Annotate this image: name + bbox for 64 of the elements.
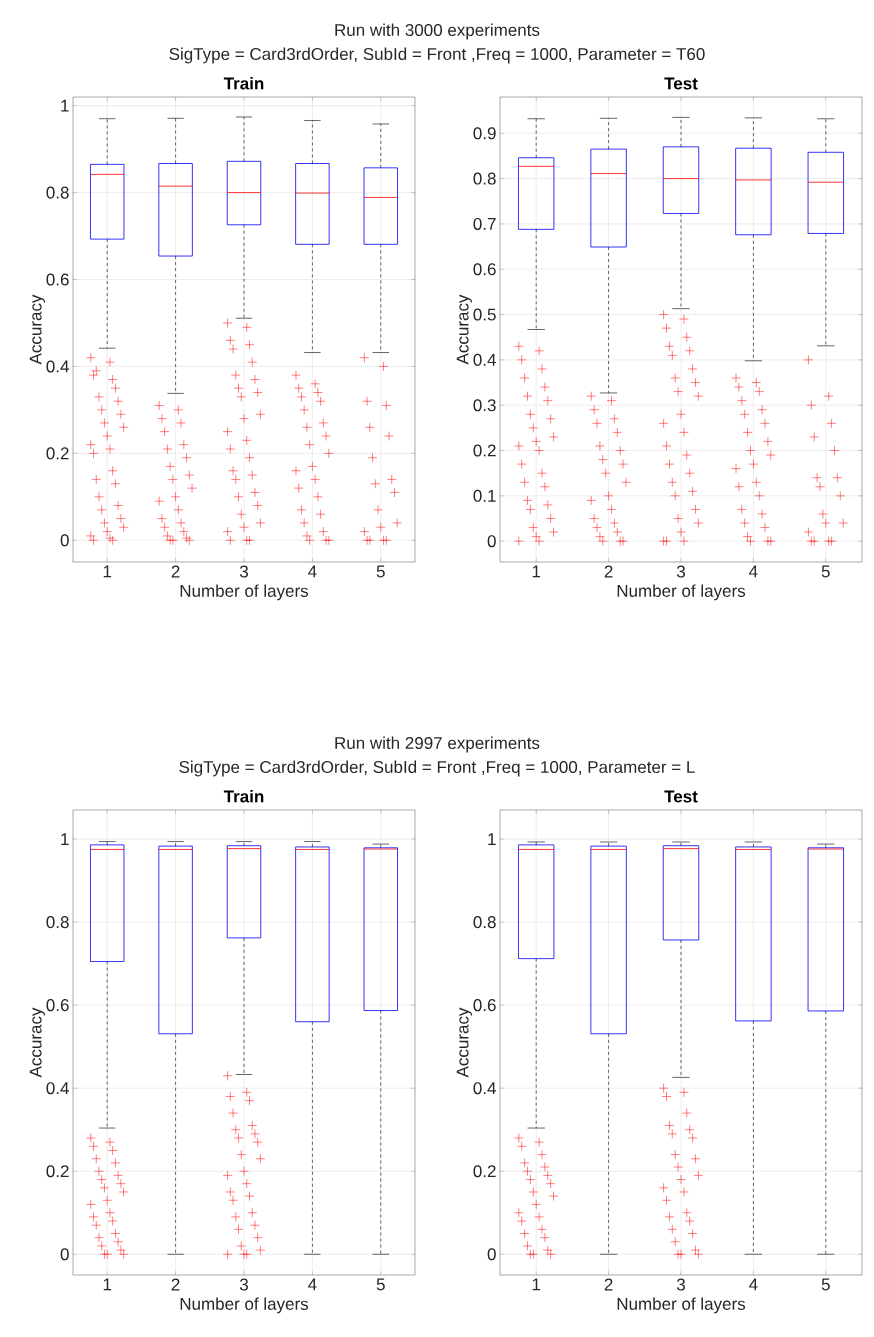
y-axis-title: Accuracy bbox=[456, 294, 472, 365]
y-tick-label: 0 bbox=[487, 535, 496, 548]
y-tick-label: 0.6 bbox=[473, 263, 496, 276]
x-tick-label: 1 bbox=[103, 565, 112, 578]
y-axis-title: Accuracy bbox=[456, 1007, 472, 1078]
x-tick-label: 4 bbox=[308, 565, 317, 578]
x-tick-label: 3 bbox=[239, 1278, 248, 1291]
x-axis-title: Number of layers bbox=[180, 1297, 309, 1314]
y-axis-title: Accuracy bbox=[29, 1007, 45, 1078]
x-axis-title: Number of layers bbox=[617, 1297, 746, 1314]
y-tick-label: 0.8 bbox=[46, 916, 69, 929]
text: Run with 3000 experiments bbox=[335, 23, 540, 40]
x-tick-label: 2 bbox=[604, 565, 613, 578]
y-tick-label: 0.5 bbox=[473, 308, 496, 321]
chart-title: Test bbox=[664, 77, 698, 90]
x-tick-label: 1 bbox=[532, 1278, 541, 1291]
x-tick-label: 2 bbox=[604, 1278, 613, 1291]
x-tick-label: 1 bbox=[532, 565, 541, 578]
y-tick-label: 0.4 bbox=[473, 353, 496, 366]
y-tick-label: 0.2 bbox=[473, 1165, 496, 1178]
y-tick-label: 0.9 bbox=[473, 127, 496, 140]
x-tick-label: 4 bbox=[749, 1278, 758, 1291]
y-tick-label: 0.2 bbox=[46, 447, 69, 460]
y-axis-title: Accuracy bbox=[29, 294, 45, 365]
chart-title: Train bbox=[223, 77, 264, 90]
x-tick-label: 3 bbox=[676, 1278, 685, 1291]
chart-title: Test bbox=[664, 790, 698, 803]
chart-title: Train bbox=[223, 790, 264, 803]
y-tick-label: 0.4 bbox=[46, 360, 69, 373]
x-tick-label: 5 bbox=[376, 565, 385, 578]
y-tick-label: 0 bbox=[487, 1248, 496, 1261]
y-tick-label: 1 bbox=[488, 833, 496, 845]
x-tick-label: 4 bbox=[749, 565, 758, 578]
y-tick-label: 0.4 bbox=[46, 1082, 69, 1095]
x-tick-label: 4 bbox=[308, 1278, 317, 1291]
y-tick-label: 0.8 bbox=[473, 916, 496, 929]
y-tick-label: 1 bbox=[61, 99, 69, 112]
x-tick-label: 1 bbox=[103, 1278, 112, 1291]
y-tick-label: 0.8 bbox=[473, 172, 496, 185]
text: Run with 2997 experiments bbox=[335, 736, 540, 753]
x-tick-label: 5 bbox=[821, 1278, 830, 1291]
y-tick-label: 0.4 bbox=[473, 1082, 496, 1095]
x-tick-label: 2 bbox=[171, 565, 180, 578]
x-tick-label: 5 bbox=[821, 565, 830, 578]
x-tick-label: 3 bbox=[676, 565, 685, 578]
y-tick-label: 0.6 bbox=[473, 999, 496, 1012]
y-tick-label: 1 bbox=[61, 833, 69, 845]
text: SigType = Card3rdOrder, SubId = Front ,Freq = 1000, Parameter = T60 bbox=[169, 47, 705, 64]
y-tick-label: 0 bbox=[60, 1248, 69, 1261]
y-tick-label: 0.6 bbox=[46, 999, 69, 1012]
x-axis-title: Number of layers bbox=[617, 584, 746, 601]
x-axis-title: Number of layers bbox=[180, 584, 309, 601]
y-tick-label: 0.3 bbox=[473, 399, 496, 412]
y-tick-label: 0.7 bbox=[473, 217, 496, 230]
y-tick-label: 0.6 bbox=[46, 273, 69, 286]
x-tick-label: 2 bbox=[171, 1278, 180, 1291]
y-tick-label: 0.2 bbox=[46, 1165, 69, 1178]
y-tick-label: 0.2 bbox=[473, 444, 496, 457]
x-tick-label: 3 bbox=[239, 565, 248, 578]
y-tick-label: 0 bbox=[60, 534, 69, 547]
y-tick-label: 0.1 bbox=[473, 489, 496, 502]
x-tick-label: 5 bbox=[376, 1278, 385, 1291]
text: SigType = Card3rdOrder, SubId = Front ,Freq = 1000, Parameter = L bbox=[179, 760, 695, 777]
y-tick-label: 0.8 bbox=[46, 186, 69, 199]
